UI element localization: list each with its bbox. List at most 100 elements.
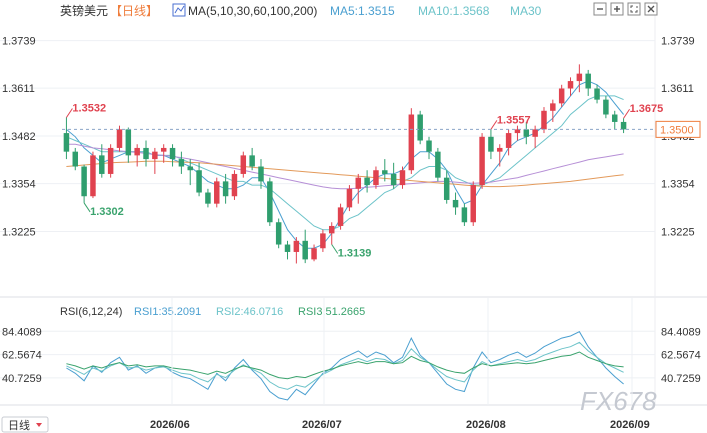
symbol-title: 英镑美元 [60,3,108,18]
y-tick-left: 1.3739 [2,36,36,48]
rsi-tick-right: 84.4089 [661,326,701,338]
y-tick-left: 1.3354 [2,179,36,191]
y-tick-right: 1.3225 [661,227,695,239]
candle-body [178,159,185,167]
ma-line-ma30 [66,143,624,190]
candle-body [479,136,485,186]
candle-body [497,147,503,152]
annotation-leader [66,108,73,118]
price-annotation: 1.3557 [497,114,531,126]
candle-body [284,244,291,252]
candle-body [293,240,300,252]
y-tick-right: 1.3611 [661,83,694,95]
candle-body [373,170,379,186]
current-price-marker: 1.3500 [62,120,701,138]
expand-icon[interactable] [627,2,641,16]
minus-icon[interactable] [593,2,607,16]
rsi-axis: 84.4089 84.4089 62.5674 62.5674 40.7259 40.72… [2,326,701,385]
candlesticks [63,64,627,264]
candle-body [452,199,459,208]
ma-settings-icon[interactable] [172,3,186,17]
close-icon[interactable] [644,2,658,16]
rsi3-legend: RSI3:51.2665 [298,306,365,318]
candle-body [541,110,547,130]
rsi-tick-left: 62.5674 [2,350,42,362]
candle-body [222,181,229,197]
candle-body [134,147,140,156]
dropdown-arrow-icon [36,423,42,427]
period-label[interactable]: 【日线】 [110,4,158,18]
candle-body [550,103,556,111]
ma5-legend: MA5:1.3515 [330,4,395,18]
candle-body [107,147,114,174]
candle-body [417,114,423,141]
candle-body [576,73,583,82]
candle-body [275,222,282,245]
date-axis: 2026/06 2026/07 2026/08 2026/09 [150,298,650,431]
candle-body [72,151,79,167]
ma-params-label: MA(5,10,30,60,100,200) [188,4,317,18]
rsi-tick-right: 62.5674 [661,350,701,362]
date-tick: 2026/06 [150,419,190,431]
candle-body [258,166,264,182]
date-tick: 2026/07 [302,419,342,431]
rsi-params-label: RSI(6,12,24) [60,306,122,318]
candle-body [567,81,574,89]
candle-body [594,88,600,100]
candle-body [505,133,512,148]
rsi-tick-left: 84.4089 [2,326,42,338]
candle-body [214,181,220,204]
candle-body [205,192,211,204]
candle-body [408,114,415,171]
candle-body [523,129,530,137]
plus-icon[interactable] [610,2,624,16]
candle-body [346,188,353,208]
ma30-legend: MA30 [510,4,542,18]
candle-body [328,225,335,234]
moving-average-lines [66,80,624,249]
period-button-label: 日线 [8,418,30,432]
candle-body [470,185,476,223]
candle-body [532,129,538,137]
candle-body [63,133,70,152]
candle-body [249,155,255,167]
watermark-logo: FX678 [580,386,657,416]
annotation-leader [331,244,339,254]
candle-body [125,129,132,156]
ma-line-ma5 [66,80,624,249]
candle-body [267,181,273,223]
candle-body [603,99,609,115]
rsi-line-rsi1 [66,331,624,401]
date-tick: 2026/09 [610,419,650,431]
rsi2-legend: RSI2:46.0716 [216,306,283,318]
y-tick-left: 1.3225 [2,227,36,239]
rsi-tick-left: 40.7259 [2,373,42,385]
price-annotation: 1.3139 [338,248,372,260]
candle-body [558,88,565,104]
candle-body [320,233,326,249]
y-tick-left: 1.3611 [2,83,35,95]
price-annotation: 1.3675 [630,103,664,115]
rsi1-legend: RSI1:35.2091 [134,306,201,318]
current-price-box [655,120,701,138]
rsi-line-rsi3 [66,351,624,380]
date-tick: 2026/08 [466,419,506,431]
candle-body [585,73,591,89]
candle-body [355,177,362,189]
candle-body [99,155,105,174]
candle-body [390,173,397,186]
y-tick-right: 1.3739 [661,36,695,48]
annotation-leader [623,108,630,119]
annotation-leader [490,120,498,130]
candle-body [488,136,494,152]
candle-body [620,121,627,130]
candle-body [337,207,344,226]
rsi-tick-right: 40.7259 [661,373,701,385]
annotation-leader [83,202,91,213]
candle-body [143,147,149,160]
period-button[interactable]: 日线 [1,416,49,433]
candle-body [399,170,406,186]
ma-line-ma60 [66,160,624,188]
candle-body [116,129,123,148]
